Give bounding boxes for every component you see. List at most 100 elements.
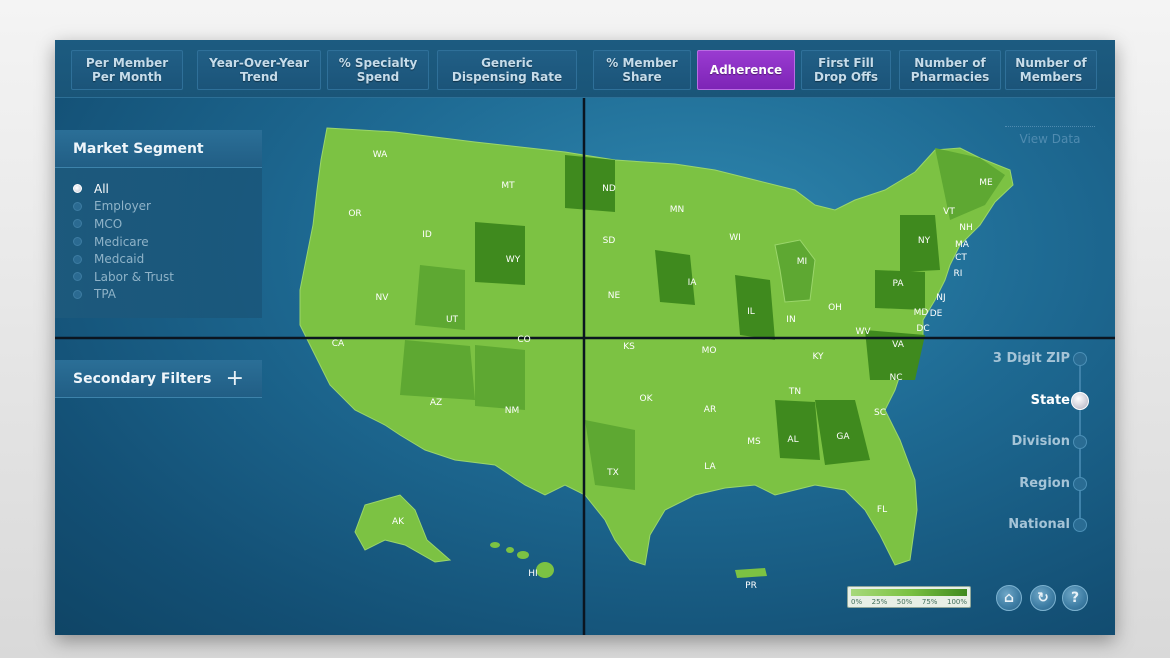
state-label-pr[interactable]: PR [745, 581, 757, 591]
state-label-nv[interactable]: NV [376, 293, 390, 303]
expand-plus-icon[interactable]: + [225, 365, 244, 391]
state-label-ne[interactable]: NE [608, 291, 621, 301]
state-ak-shape[interactable] [354, 494, 452, 563]
state-label-wv[interactable]: WV [855, 327, 871, 337]
secondary-filters-header[interactable]: Secondary Filters + [55, 360, 262, 398]
help-button[interactable]: ? [1062, 585, 1088, 611]
state-label-mt[interactable]: MT [501, 181, 515, 191]
state-az-shape[interactable] [400, 340, 475, 400]
geo-level-knob[interactable] [1073, 518, 1087, 532]
state-label-mi[interactable]: MI [797, 257, 807, 267]
state-label-ri[interactable]: RI [954, 269, 963, 279]
state-label-az[interactable]: AZ [430, 398, 442, 408]
state-label-ga[interactable]: GA [836, 432, 850, 442]
state-label-va[interactable]: VA [892, 340, 905, 350]
state-hi-shape[interactable] [490, 542, 554, 578]
state-ga-shape[interactable] [815, 400, 870, 465]
geo-level-knob[interactable] [1073, 352, 1087, 366]
geo-level-division[interactable]: Division [1011, 434, 1070, 449]
geo-level-knob[interactable] [1071, 392, 1089, 410]
radio-icon[interactable] [73, 272, 82, 282]
view-data-link[interactable]: View Data [1005, 126, 1095, 150]
state-mi-shape[interactable] [774, 239, 816, 303]
home-button[interactable]: ⌂ [996, 585, 1022, 611]
secondary-filters-panel[interactable]: Secondary Filters + [55, 360, 262, 398]
tab-adherence[interactable]: Adherence [697, 50, 795, 90]
radio-icon[interactable] [73, 184, 82, 194]
tab-generic-dispensing-rate[interactable]: Generic Dispensing Rate [437, 50, 577, 90]
state-label-dc[interactable]: DC [916, 324, 929, 334]
state-label-ky[interactable]: KY [812, 352, 824, 362]
state-label-or[interactable]: OR [348, 209, 361, 219]
state-label-de[interactable]: DE [930, 309, 943, 319]
geo-level-3-digit-zip[interactable]: 3 Digit ZIP [992, 351, 1070, 366]
state-label-wy[interactable]: WY [506, 255, 521, 265]
state-label-nh[interactable]: NH [959, 223, 973, 233]
state-nc-shape[interactable] [865, 330, 925, 380]
state-label-me[interactable]: ME [979, 178, 993, 188]
geo-level-knob[interactable] [1073, 477, 1087, 491]
state-label-nj[interactable]: NJ [936, 293, 945, 303]
state-label-wi[interactable]: WI [729, 233, 741, 243]
state-label-nm[interactable]: NM [505, 406, 520, 416]
state-label-nd[interactable]: ND [602, 184, 616, 194]
state-label-ny[interactable]: NY [918, 236, 931, 246]
geo-level-state[interactable]: State [1030, 393, 1070, 408]
state-label-al[interactable]: AL [787, 435, 798, 445]
state-label-ma[interactable]: MA [955, 240, 970, 250]
segment-option-mco[interactable]: MCO [73, 215, 262, 233]
tab-first-fill-drop-offs[interactable]: First Fill Drop Offs [801, 50, 891, 90]
radio-icon[interactable] [73, 201, 82, 211]
tab-specialty-spend[interactable]: % Specialty Spend [327, 50, 429, 90]
state-label-co[interactable]: CO [517, 335, 530, 345]
state-label-id[interactable]: ID [422, 230, 432, 240]
state-label-ms[interactable]: MS [747, 437, 761, 447]
state-al-shape[interactable] [775, 400, 820, 460]
state-ut-shape[interactable] [415, 265, 465, 330]
state-label-tx[interactable]: TX [606, 468, 619, 478]
state-il-shape[interactable] [735, 275, 775, 340]
tab-number-of-members[interactable]: Number of Members [1005, 50, 1097, 90]
refresh-button[interactable]: ↻ [1030, 585, 1056, 611]
state-label-ar[interactable]: AR [704, 405, 716, 415]
tab-per-member-per-month[interactable]: Per Member Per Month [71, 50, 183, 90]
state-label-sc[interactable]: SC [874, 408, 886, 418]
state-label-nc[interactable]: NC [889, 373, 902, 383]
radio-icon[interactable] [73, 289, 82, 299]
geo-level-knob[interactable] [1073, 435, 1087, 449]
state-me-shape[interactable] [935, 148, 1005, 220]
state-label-il[interactable]: IL [747, 307, 755, 317]
us-map[interactable]: WA OR CA ID NV MT WY UT AZ CO NM ND SD NE KS OK TX MN IA MO… [55, 40, 1115, 635]
state-label-mo[interactable]: MO [702, 346, 717, 356]
state-tx-shape[interactable] [585, 420, 635, 490]
state-label-ia[interactable]: IA [688, 278, 698, 288]
state-label-ks[interactable]: KS [623, 342, 635, 352]
state-label-ca[interactable]: CA [332, 339, 345, 349]
state-wy-shape[interactable] [475, 222, 525, 285]
state-label-md[interactable]: MD [914, 308, 929, 318]
state-label-oh[interactable]: OH [828, 303, 842, 313]
state-label-mn[interactable]: MN [670, 205, 685, 215]
state-pr-shape[interactable] [735, 568, 767, 578]
geo-level-region[interactable]: Region [1019, 476, 1070, 491]
state-label-ak[interactable]: AK [392, 517, 405, 527]
segment-option-medcaid[interactable]: Medcaid [73, 250, 262, 268]
segment-option-tpa[interactable]: TPA [73, 286, 262, 304]
state-label-vt[interactable]: VT [943, 207, 955, 217]
tab-year-over-year-trend[interactable]: Year-Over-Year Trend [197, 50, 321, 90]
geo-level-national[interactable]: National [1008, 517, 1070, 532]
segment-option-labor-trust[interactable]: Labor & Trust [73, 268, 262, 286]
state-label-in[interactable]: IN [786, 315, 795, 325]
state-label-la[interactable]: LA [704, 462, 716, 472]
tab-member-share[interactable]: % Member Share [593, 50, 691, 90]
state-nd-shape[interactable] [565, 155, 615, 212]
state-label-ok[interactable]: OK [640, 394, 654, 404]
state-label-fl[interactable]: FL [877, 505, 887, 515]
radio-icon[interactable] [73, 219, 82, 229]
tab-number-of-pharmacies[interactable]: Number of Pharmacies [899, 50, 1001, 90]
state-nm-shape[interactable] [475, 345, 525, 410]
state-label-wa[interactable]: WA [373, 150, 388, 160]
radio-icon[interactable] [73, 254, 82, 264]
state-ny-shape[interactable] [900, 215, 940, 272]
state-ia-shape[interactable] [655, 250, 695, 305]
